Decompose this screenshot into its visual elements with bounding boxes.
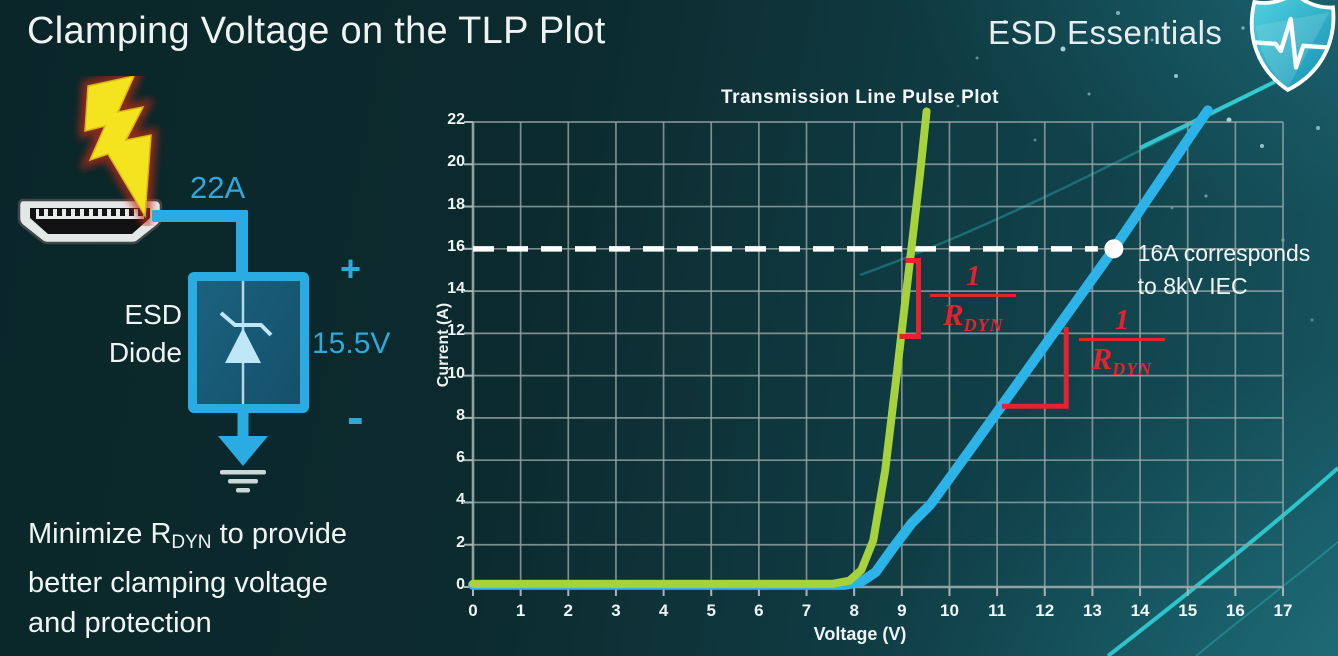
note-line-3: and protection	[28, 607, 212, 639]
fraction-numerator: 1	[966, 259, 981, 292]
marker-annotation: 16A corresponds to 8kV IEC	[1138, 237, 1311, 303]
hdmi-connector-icon	[17, 198, 163, 245]
x-tick-label: 17	[1273, 601, 1293, 620]
zener-diode-symbol	[219, 281, 273, 404]
x-tick-label: 14	[1130, 601, 1150, 620]
y-tick-label: 10	[447, 364, 465, 382]
note-line-1: Minimize RDYN to provide	[28, 518, 347, 553]
y-tick-label: 2	[456, 533, 465, 551]
x-tick-label: 15	[1178, 601, 1198, 620]
y-tick-label: 4	[456, 491, 465, 509]
takeaway-note: Minimize RDYN to provide better clamping…	[28, 514, 347, 643]
esd-diode-label: ESD Diode	[108, 299, 182, 368]
x-tick-label: 11	[988, 601, 1007, 620]
plot-area	[464, 105, 1284, 596]
x-tick-label: 3	[611, 601, 621, 620]
marker-dot	[1104, 239, 1124, 259]
green-curve-low-rdyn-diode	[469, 107, 931, 588]
ground-icon	[218, 410, 268, 493]
fraction-numerator: 1	[1114, 303, 1130, 336]
y-tick-label: 18	[447, 195, 465, 213]
y-tick-label: 14	[447, 280, 465, 298]
x-tick-label: 4	[658, 601, 669, 620]
x-tick-label: 10	[940, 601, 959, 620]
chart-title: Transmission Line Pulse Plot	[721, 87, 999, 108]
fraction-denominator: RDYN	[930, 293, 1017, 342]
rdyn-fraction-green: 1 RDYN	[930, 259, 1017, 342]
note-line-2: better clamping voltage	[28, 567, 328, 599]
x-tick-label: 13	[1082, 601, 1102, 620]
y-tick-label: 6	[456, 449, 465, 467]
tlp-chart: Transmission Line Pulse Plot Current (A)…	[415, 85, 1338, 656]
lightning-bolt-icon	[78, 76, 158, 226]
page-title: Clamping Voltage on the TLP Plot	[27, 10, 606, 52]
minus-polarity-label: -	[347, 389, 364, 445]
y-tick-label: 12	[447, 322, 465, 340]
x-tick-label: 5	[706, 601, 716, 620]
clamp-voltage-label: 15.5V	[312, 327, 391, 360]
x-tick-label: 9	[897, 601, 907, 620]
wire-horizontal	[152, 210, 248, 222]
marker-annotation-line2: to 8kV IEC	[1137, 272, 1248, 299]
x-axis-label: Voltage (V)	[813, 624, 907, 644]
brand-text: ESD Essentials	[988, 14, 1223, 51]
fraction-denominator: RDYN	[1078, 337, 1165, 386]
rdyn-subscript: DYN	[171, 532, 212, 553]
x-tick-label: 12	[1035, 601, 1055, 620]
x-tick-label: 7	[801, 601, 812, 620]
y-tick-label: 0	[456, 576, 465, 593]
y-tick-label: 8	[456, 406, 465, 424]
slope-angle-blue	[1001, 327, 1069, 409]
rdyn-fraction-blue: 1 RDYN	[1078, 303, 1165, 386]
x-tick-label: 0	[468, 601, 478, 620]
plus-polarity-label: +	[340, 248, 362, 289]
y-tick-label: 16	[447, 237, 465, 255]
shield-pulse-logo-icon	[1249, 0, 1336, 93]
blue-curve-higher-rdyn-diode	[468, 105, 1213, 590]
surge-current-label: 22A	[190, 170, 246, 205]
marker-annotation-line1: 16A corresponds	[1137, 239, 1311, 266]
esd-diode-box	[188, 272, 309, 413]
y-tick-label: 22	[447, 111, 465, 128]
x-tick-label: 16	[1225, 601, 1245, 620]
slope-bracket-green	[899, 257, 921, 340]
x-tick-label: 8	[849, 601, 859, 620]
y-tick-label: 20	[447, 153, 465, 171]
wire-vertical	[236, 210, 248, 276]
x-tick-label: 1	[515, 601, 526, 620]
x-tick-label: 6	[754, 601, 764, 620]
x-tick-label: 2	[563, 601, 574, 620]
